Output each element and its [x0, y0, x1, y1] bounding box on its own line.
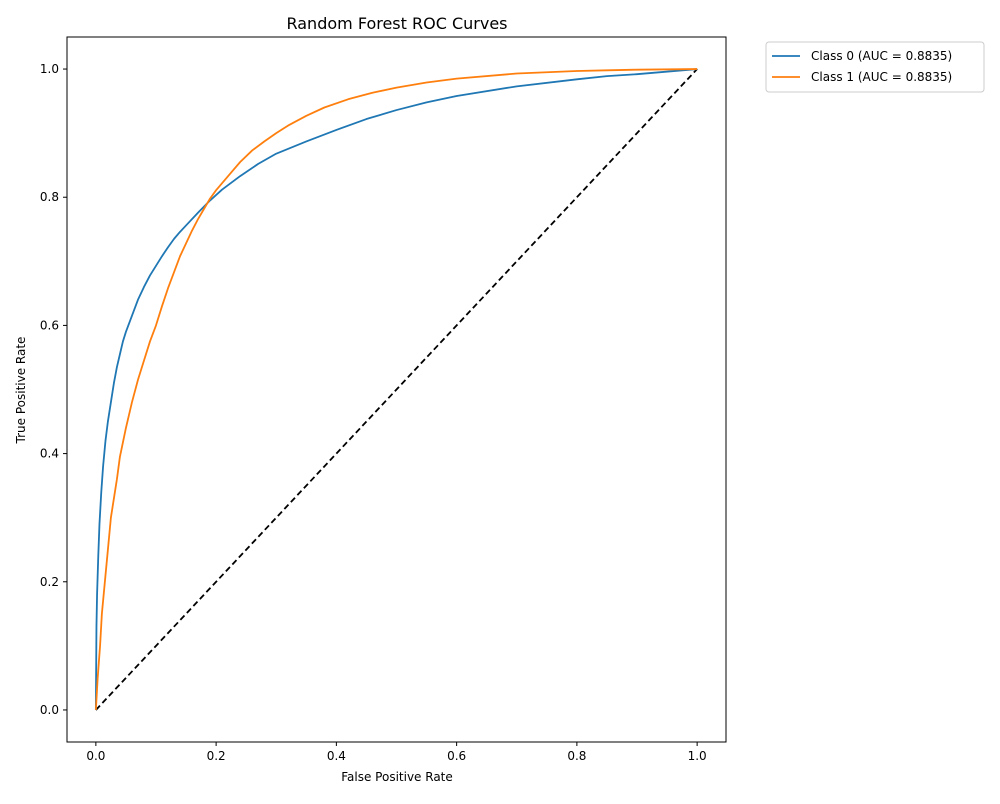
series-line-class-1	[94, 68, 698, 711]
y-tick-label: 0.0	[40, 703, 59, 717]
x-tick-label: 0.4	[327, 749, 346, 763]
y-axis-label: True Positive Rate	[14, 337, 28, 445]
series-line-class-0	[94, 68, 698, 710]
plot-area: 0.0 0.2 0.4 0.6 0.8 1.0 0.0 0.2 0.4 0.6 0.8 1.0	[40, 36, 727, 763]
y-tick-label: 1.0	[40, 62, 59, 76]
x-tick-label: 1.0	[688, 749, 707, 763]
legend-label-class-0: Class 0 (AUC = 0.8835)	[811, 49, 952, 63]
legend-box	[765, 41, 985, 93]
x-tick-label: 0.8	[567, 749, 586, 763]
x-tick-label: 0.6	[447, 749, 466, 763]
legend: Class 0 (AUC = 0.8835) Class 1 (AUC = 0.8…	[765, 41, 985, 93]
x-axis-label: False Positive Rate	[341, 770, 453, 784]
chart-title: Random Forest ROC Curves	[286, 14, 507, 33]
plot-frame	[66, 36, 727, 743]
y-tick-label: 0.4	[40, 447, 59, 461]
y-tick-label: 0.8	[40, 190, 59, 204]
y-tick-label: 0.6	[40, 318, 59, 332]
x-tick-label: 0.0	[86, 749, 105, 763]
reference-diagonal-line	[95, 68, 698, 711]
x-tick-label: 0.2	[207, 749, 226, 763]
y-tick-label: 0.2	[40, 575, 59, 589]
legend-label-class-1: Class 1 (AUC = 0.8835)	[811, 70, 952, 84]
